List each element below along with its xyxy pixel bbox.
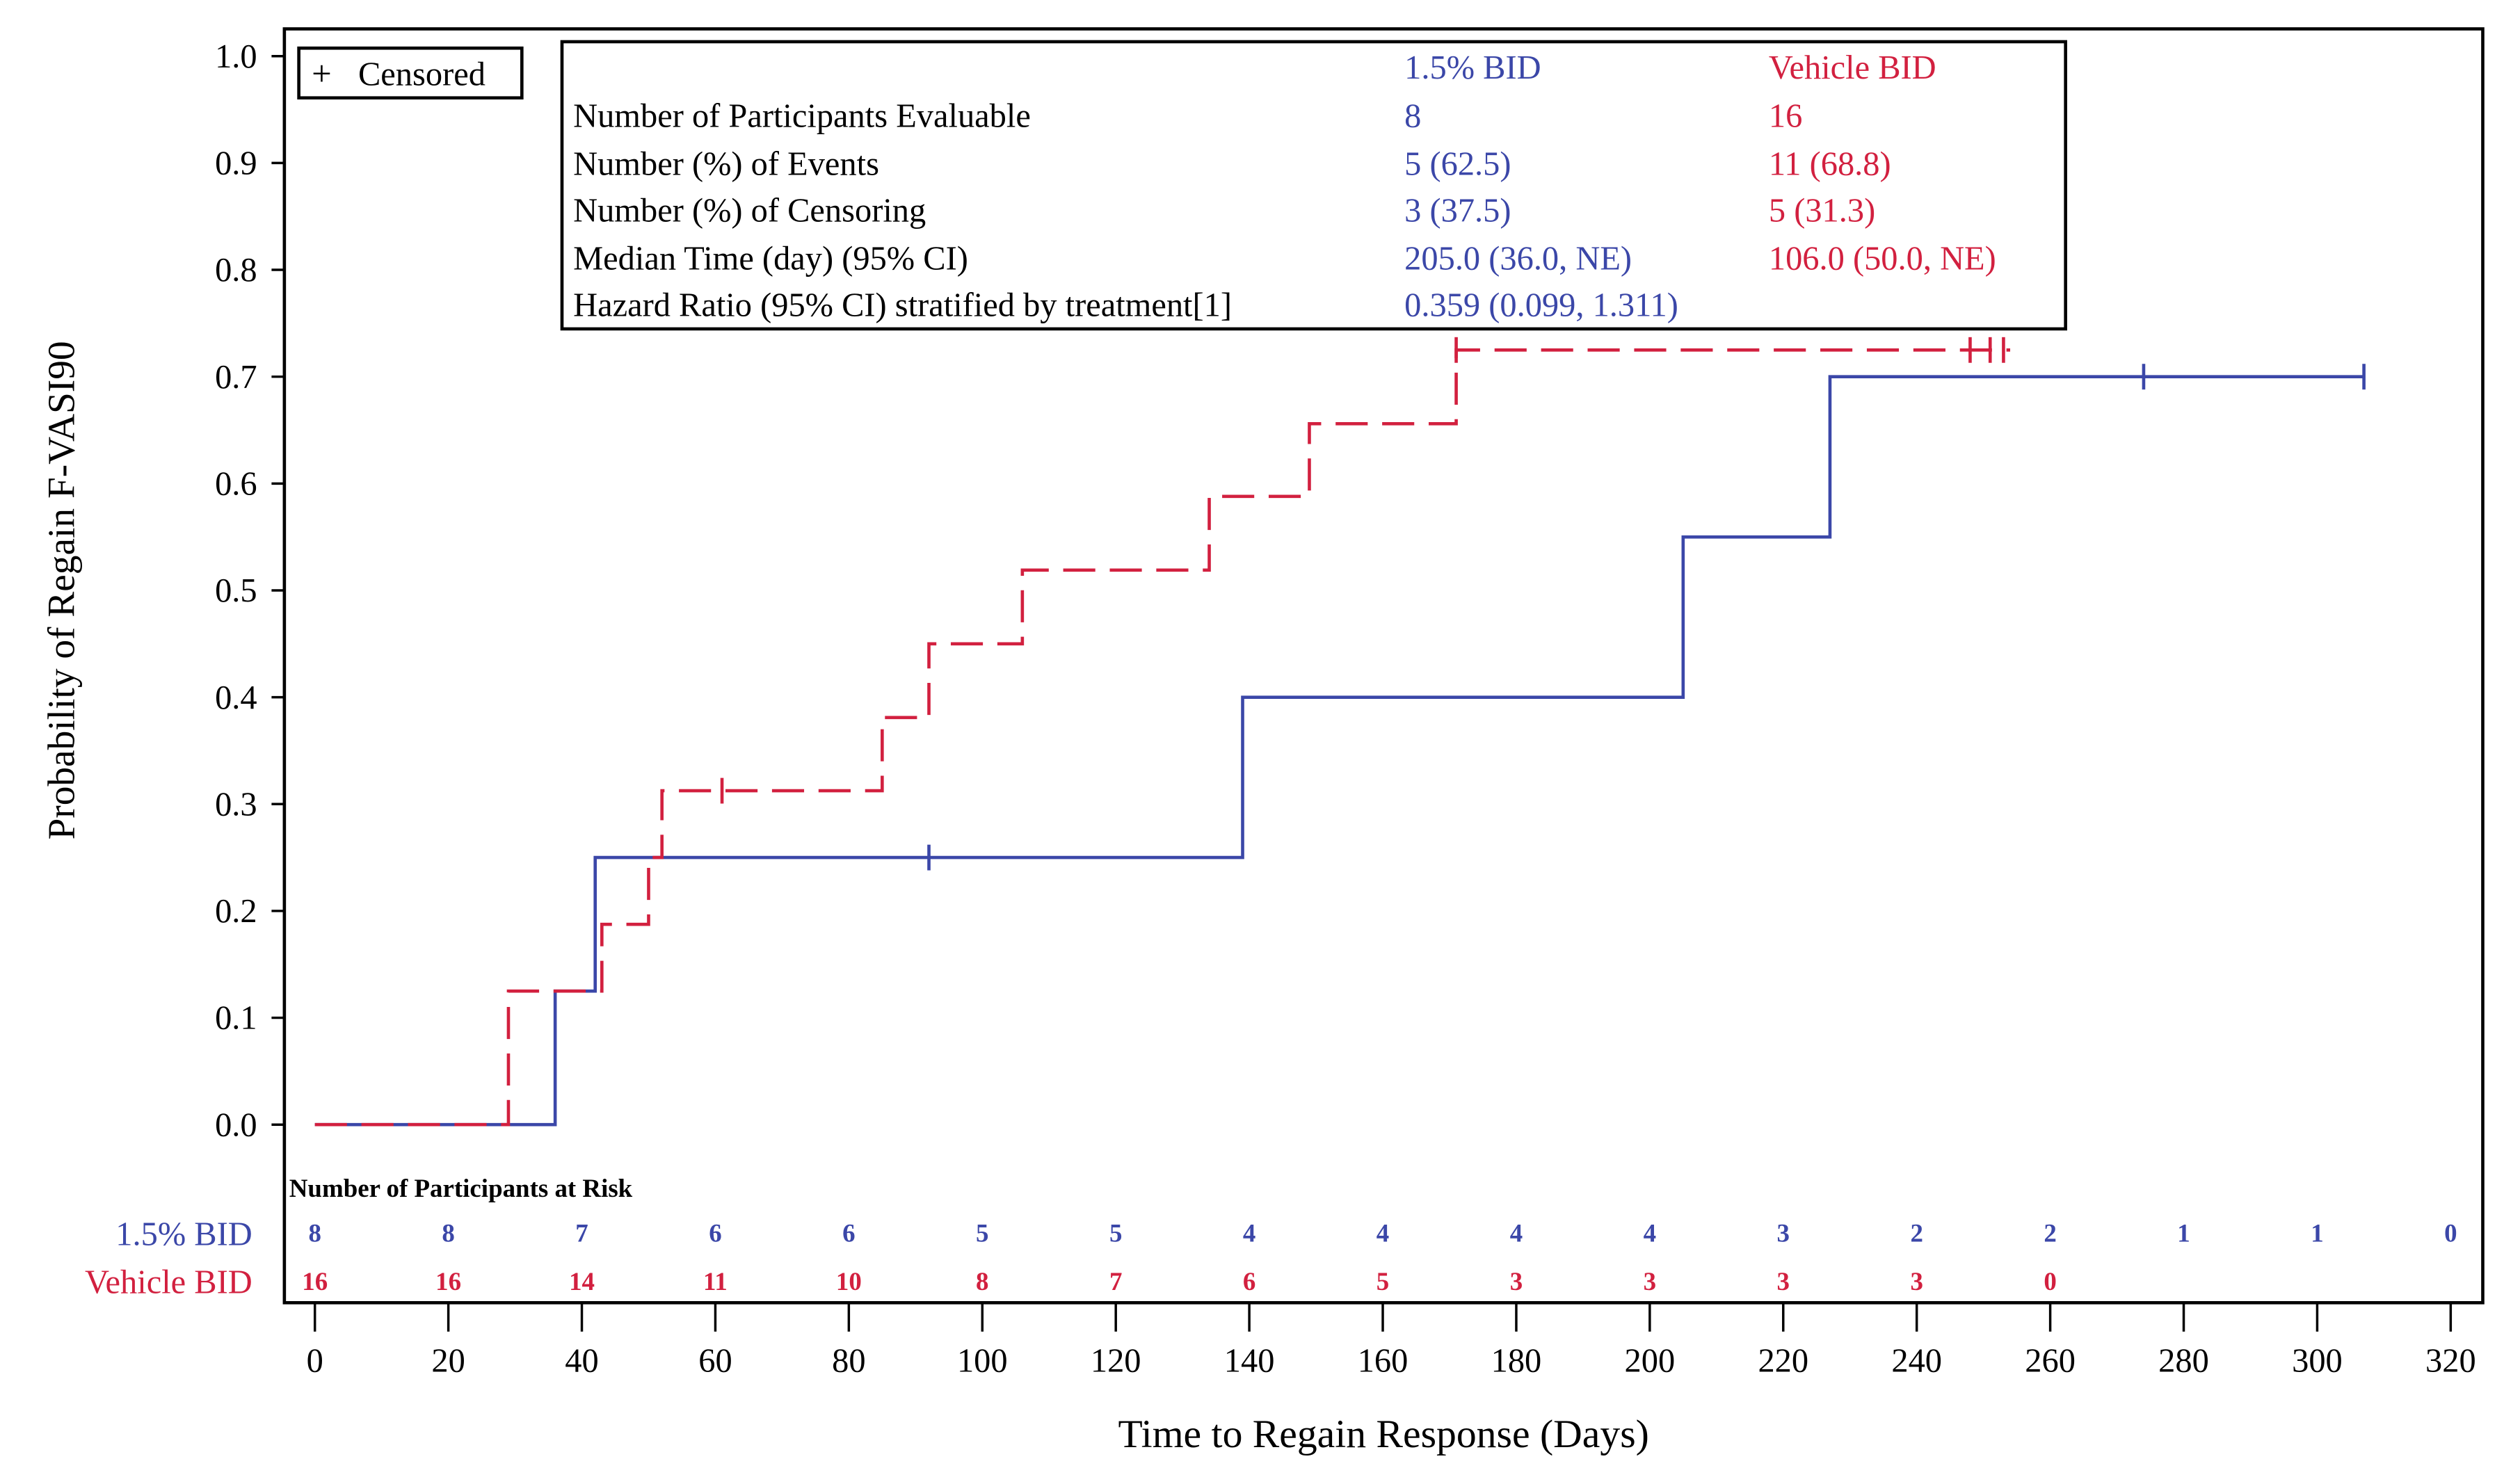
risk-count: 3: [1510, 1267, 1523, 1296]
summary-value: 3 (37.5): [1404, 192, 1511, 229]
km-curve-treatment: [314, 375, 2364, 1127]
risk-count: 5: [1377, 1267, 1389, 1296]
risk-table: Number of Participants at Risk 1.5% BID 8…: [85, 1174, 2457, 1300]
x-tick-label: 80: [832, 1343, 865, 1380]
summary-row-label: Hazard Ratio (95% CI) stratified by trea…: [573, 287, 1232, 323]
risk-count: 6: [842, 1219, 855, 1248]
y-tick-label: 0.2: [215, 893, 257, 930]
x-tick-label: 120: [1091, 1343, 1141, 1380]
summary-row-label: Median Time (day) (95% CI): [573, 241, 968, 277]
risk-count: 4: [1644, 1219, 1656, 1248]
risk-count: 7: [575, 1219, 588, 1248]
censored-plus-icon: +: [312, 54, 332, 92]
summary-header: Vehicle BID: [1769, 49, 1936, 86]
y-tick-label: 0.1: [215, 1000, 257, 1037]
risk-count: 8: [308, 1219, 321, 1248]
summary-value: 8: [1404, 97, 1421, 134]
y-tick-label: 0.4: [215, 679, 257, 716]
summary-value: 205.0 (36.0, NE): [1404, 241, 1632, 277]
x-tick-label: 100: [957, 1343, 1008, 1380]
risk-count: 16: [302, 1267, 328, 1296]
summary-row-label: Number (%) of Censoring: [573, 192, 926, 229]
risk-count: 5: [1109, 1219, 1122, 1248]
risk-count: 0: [2044, 1267, 2056, 1296]
risk-count: 3: [1910, 1267, 1923, 1296]
risk-count: 6: [709, 1219, 721, 1248]
legend-censored: + Censored: [297, 46, 524, 100]
y-tick-label: 0.5: [215, 572, 257, 609]
y-tick-label: 0.8: [215, 252, 257, 289]
x-tick-label: 180: [1491, 1343, 1542, 1380]
risk-count: 1: [2311, 1219, 2323, 1248]
x-tick-label: 240: [1891, 1343, 1942, 1380]
summary-table: 1.5% BID Vehicle BID Number of Participant…: [560, 40, 2067, 331]
risk-count: 3: [1777, 1267, 1790, 1296]
x-tick-label: 40: [565, 1343, 598, 1380]
summary-value: 5 (31.3): [1769, 192, 1875, 229]
summary-value: 16: [1769, 97, 1802, 134]
y-tick-label: 0.6: [215, 465, 257, 502]
km-curve-vehicle: [314, 348, 2011, 1127]
risk-count: 0: [2444, 1219, 2457, 1248]
risk-count: 4: [1377, 1219, 1389, 1248]
risk-count: 16: [435, 1267, 461, 1296]
risk-count: 4: [1510, 1219, 1523, 1248]
x-tick-label: 20: [431, 1343, 465, 1380]
y-tick-label: 0.0: [215, 1106, 257, 1143]
y-tick-label: 0.7: [215, 359, 257, 396]
summary-value: 0.359 (0.099, 1.311): [1404, 287, 1678, 323]
risk-count: 6: [1243, 1267, 1255, 1296]
risk-count: 8: [442, 1219, 454, 1248]
risk-row-label: 1.5% BID: [115, 1216, 252, 1252]
x-axis-label: Time to Regain Response (Days): [1118, 1412, 1648, 1456]
risk-count: 1: [2177, 1219, 2190, 1248]
x-tick-label: 200: [1625, 1343, 1676, 1380]
risk-count: 2: [1910, 1219, 1923, 1248]
risk-row-label: Vehicle BID: [85, 1264, 252, 1300]
y-tick-label: 0.3: [215, 786, 257, 823]
x-tick-label: 140: [1224, 1343, 1275, 1380]
summary-value: 106.0 (50.0, NE): [1769, 241, 1996, 277]
y-tick-label: 1.0: [215, 38, 257, 75]
risk-count: 2: [2044, 1219, 2056, 1248]
summary-row-label: Number of Participants Evaluable: [573, 97, 1031, 134]
risk-count: 3: [1777, 1219, 1790, 1248]
x-tick-label: 60: [698, 1343, 732, 1380]
x-tick-label: 0: [307, 1343, 323, 1380]
risk-count: 8: [976, 1267, 988, 1296]
risk-count: 10: [836, 1267, 862, 1296]
risk-count: 5: [976, 1219, 988, 1248]
x-tick-label: 300: [2292, 1343, 2343, 1380]
risk-count: 3: [1644, 1267, 1656, 1296]
summary-header: 1.5% BID: [1404, 49, 1541, 86]
summary-value: 5 (62.5): [1404, 145, 1511, 182]
x-tick-label: 160: [1358, 1343, 1408, 1380]
y-tick-label: 0.9: [215, 145, 257, 182]
x-tick-label: 220: [1758, 1343, 1808, 1380]
risk-count: 7: [1109, 1267, 1122, 1296]
x-tick-label: 320: [2425, 1343, 2476, 1380]
x-tick-label: 280: [2158, 1343, 2209, 1380]
risk-count: 4: [1243, 1219, 1255, 1248]
legend-label: Censored: [358, 56, 485, 92]
risk-table-title: Number of Participants at Risk: [289, 1174, 633, 1202]
y-axis-label: Probability of Regain F-VASI90: [40, 341, 83, 839]
risk-count: 11: [703, 1267, 728, 1296]
x-tick-label: 260: [2025, 1343, 2076, 1380]
summary-row-label: Number (%) of Events: [573, 145, 879, 182]
summary-value: 11 (68.8): [1769, 145, 1891, 182]
risk-count: 14: [569, 1267, 595, 1296]
